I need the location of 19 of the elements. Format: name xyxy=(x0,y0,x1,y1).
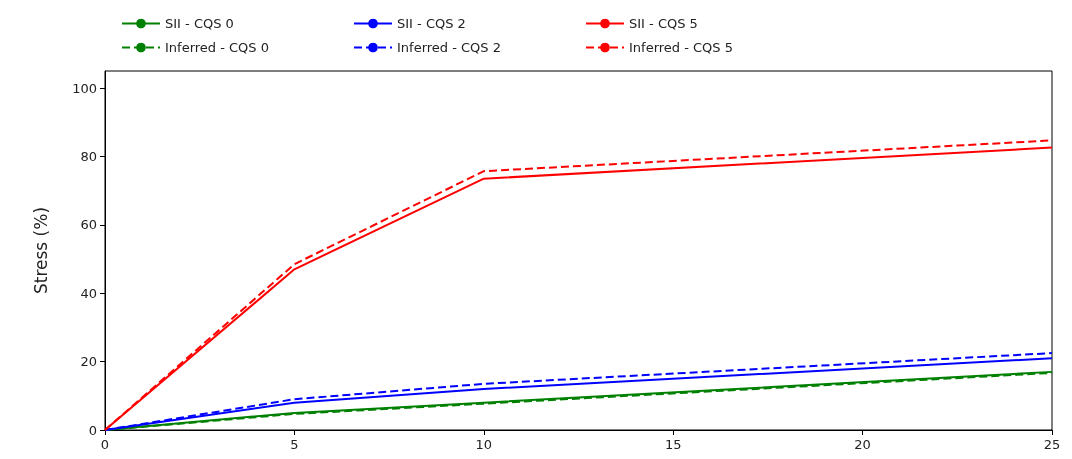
y-axis-title: Stress (%) xyxy=(30,206,51,295)
x-tick-label: 10 xyxy=(475,437,493,452)
y-tick-label: 80 xyxy=(80,148,97,164)
legend-label: Inferred - CQS 2 xyxy=(397,40,501,55)
y-tick-label: 40 xyxy=(80,285,97,301)
legend-label: Inferred - CQS 0 xyxy=(165,40,269,55)
x-tick-label: 20 xyxy=(854,437,871,452)
legend-label: Inferred - CQS 5 xyxy=(629,40,733,55)
legend-label: SII - CQS 0 xyxy=(165,16,234,31)
x-tick-label: 5 xyxy=(290,437,299,452)
y-tick-label: 0 xyxy=(88,422,97,438)
legend-label: SII - CQS 5 xyxy=(629,16,698,31)
y-tick-label: 100 xyxy=(72,80,97,96)
legend-label: SII - CQS 2 xyxy=(397,16,466,31)
x-tick-label: 15 xyxy=(664,437,682,452)
x-tick-label: 25 xyxy=(1043,437,1061,452)
y-tick-label: 60 xyxy=(80,217,97,233)
x-tick-label: 0 xyxy=(100,437,110,452)
y-tick-label: 20 xyxy=(80,354,97,370)
